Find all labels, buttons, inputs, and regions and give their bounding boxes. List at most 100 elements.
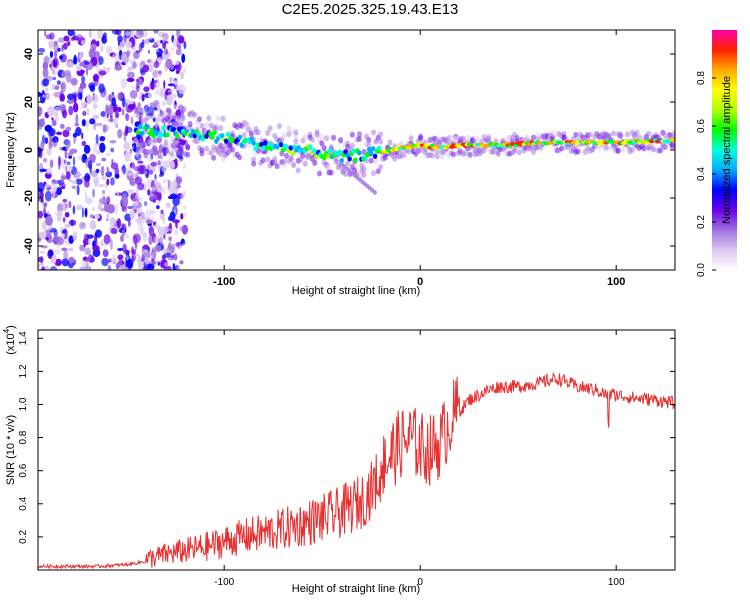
noise-speck xyxy=(94,214,100,219)
spectral-blob xyxy=(251,160,257,167)
noise-speck xyxy=(125,102,129,112)
spectral-blob xyxy=(314,131,320,138)
noise-speck xyxy=(87,254,95,263)
noise-speck xyxy=(101,257,109,267)
noise-speck xyxy=(177,215,181,218)
spectral-blob xyxy=(265,129,271,136)
noise-speck xyxy=(61,44,64,53)
noise-speck xyxy=(101,157,107,162)
noise-speck xyxy=(113,104,119,113)
noise-speck xyxy=(52,68,55,75)
noise-speck xyxy=(38,146,42,157)
noise-speck xyxy=(163,79,166,89)
noise-speck xyxy=(79,82,87,90)
spectral-blob xyxy=(208,149,214,156)
noise-speck xyxy=(92,114,100,120)
y-tick-label: 0.4 xyxy=(18,496,29,510)
noise-speck xyxy=(138,86,142,91)
noise-speck xyxy=(132,179,136,183)
noise-speck xyxy=(38,143,41,147)
spectral-blob xyxy=(462,150,468,157)
noise-speck xyxy=(178,84,186,95)
noise-speck xyxy=(121,96,126,108)
noise-speck xyxy=(100,44,104,53)
snr-xlabel: Height of straight line (km) xyxy=(292,583,420,595)
noise-speck xyxy=(68,235,74,244)
noise-speck xyxy=(61,258,69,267)
noise-speck xyxy=(117,247,124,252)
noise-speck xyxy=(144,171,148,175)
noise-speck xyxy=(53,249,61,255)
noise-speck xyxy=(81,75,85,84)
noise-speck xyxy=(170,243,176,254)
spectral-blob xyxy=(227,141,233,148)
spectral-blob xyxy=(173,140,179,147)
noise-speck xyxy=(166,144,169,149)
noise-speck xyxy=(178,37,184,45)
spectral-blob xyxy=(625,131,631,138)
noise-speck xyxy=(175,176,183,185)
spectral-blob xyxy=(302,133,308,140)
spectral-blob xyxy=(467,151,473,158)
noise-speck xyxy=(156,190,162,202)
noise-speck xyxy=(113,117,118,127)
noise-speck xyxy=(149,59,155,64)
spectral-blob xyxy=(365,151,370,158)
noise-speck xyxy=(165,227,170,232)
noise-speck xyxy=(38,182,45,193)
y-tick-label: 0.8 xyxy=(18,430,29,444)
noise-speck xyxy=(54,117,60,122)
noise-speck xyxy=(170,47,175,51)
spectral-blob xyxy=(187,120,193,127)
noise-speck xyxy=(153,235,160,245)
noise-speck xyxy=(179,260,184,265)
noise-speck xyxy=(177,223,180,229)
spectral-blob xyxy=(145,109,151,116)
noise-speck xyxy=(123,131,127,143)
spectral-blob xyxy=(587,131,593,138)
spectral-blob xyxy=(251,140,256,146)
noise-speck xyxy=(76,204,83,211)
noise-speck xyxy=(75,113,79,125)
noise-speck xyxy=(132,234,138,245)
spectral-blob xyxy=(418,135,424,142)
noise-speck xyxy=(130,246,134,255)
spectral-blob xyxy=(137,124,143,130)
noise-speck xyxy=(102,249,109,258)
noise-speck xyxy=(131,146,135,150)
noise-speck xyxy=(128,103,136,110)
noise-speck xyxy=(155,182,162,188)
noise-speck xyxy=(118,257,123,269)
spectral-blob xyxy=(276,123,282,130)
spectral-blob xyxy=(328,169,334,176)
noise-speck xyxy=(89,43,97,50)
noise-speck xyxy=(116,218,122,229)
noise-speck xyxy=(107,264,112,270)
spectral-blob xyxy=(164,148,170,155)
noise-speck xyxy=(183,67,187,74)
spectral-blob xyxy=(575,148,581,155)
spectral-blob xyxy=(288,129,294,136)
noise-speck xyxy=(138,157,143,161)
spectral-blob xyxy=(280,147,286,153)
spectral-blob xyxy=(312,148,317,154)
noise-speck xyxy=(43,265,50,270)
spectral-blob xyxy=(573,131,579,138)
spectral-blob xyxy=(293,129,299,136)
noise-speck xyxy=(132,58,136,62)
y-tick-label: 1.2 xyxy=(18,364,29,378)
noise-speck xyxy=(180,106,187,113)
noise-speck xyxy=(167,51,172,57)
noise-speck xyxy=(167,242,172,250)
spectral-blob xyxy=(175,114,181,121)
noise-speck xyxy=(39,191,45,199)
noise-speck xyxy=(98,83,105,94)
spectral-blob xyxy=(366,136,372,143)
noise-speck xyxy=(131,85,135,89)
spectral-blob xyxy=(251,156,257,163)
noise-speck xyxy=(72,231,78,242)
spectral-blob xyxy=(634,129,640,136)
noise-speck xyxy=(38,210,44,219)
noise-speck xyxy=(82,119,86,127)
